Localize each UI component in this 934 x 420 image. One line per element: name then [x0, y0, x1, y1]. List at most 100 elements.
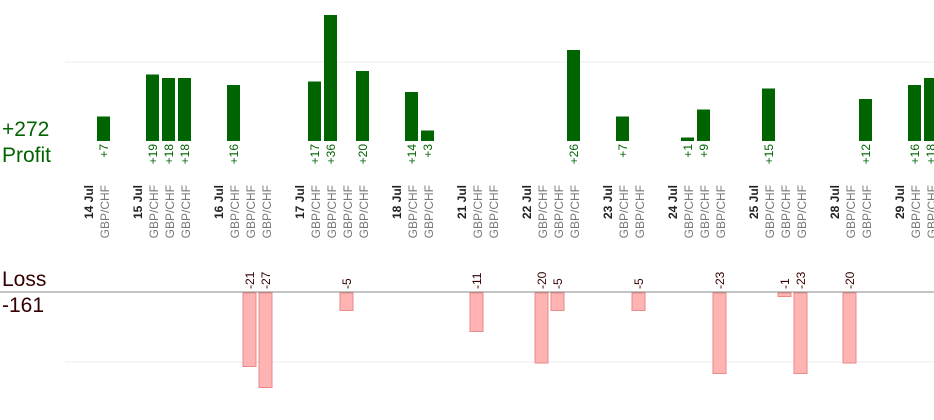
date-label: 16 Jul: [212, 185, 226, 219]
pair-label: GBP/CHF: [763, 185, 777, 238]
date-label: 15 Jul: [131, 185, 145, 219]
profit-bar: [178, 78, 191, 141]
loss-bar: [631, 292, 646, 311]
pair-label: GBP/CHF: [633, 185, 647, 238]
date-label: 18 Jul: [390, 185, 404, 219]
profit-value-label: +20: [356, 144, 370, 165]
pair-label: GBP/CHF: [860, 185, 874, 238]
profit-bar: [162, 78, 175, 141]
pair-label: GBP/CHF: [147, 185, 161, 238]
pair-label: GBP/CHF: [163, 185, 177, 238]
axis-labels: 14 Jul GBP/CHF+715 Jul GBP/CHF+19GBP/CHF+1…: [82, 144, 934, 289]
profit-bar: [697, 109, 710, 141]
profit-value-label: +12: [859, 144, 873, 165]
profit-label: Profit: [2, 144, 52, 167]
pair-label: GBP/CHF: [309, 185, 323, 238]
profit-bar: [146, 74, 159, 141]
profit-bar: [405, 92, 418, 141]
pair-label: GBP/CHF: [357, 185, 371, 238]
pair-label: GBP/CHF: [260, 185, 274, 238]
loss-value-label: -1: [778, 278, 792, 289]
date-label: 25 Jul: [747, 185, 761, 219]
profit-bar: [356, 71, 369, 141]
profit-value-label: +16: [908, 144, 922, 165]
pair-label: GBP/CHF: [714, 185, 728, 238]
loss-bar: [339, 292, 354, 311]
pair-label: GBP/CHF: [422, 185, 436, 238]
grid-lines: [0, 61, 934, 363]
profit-value-label: +9: [697, 144, 711, 158]
pair-label: GBP/CHF: [98, 185, 112, 238]
pair-label: GBP/CHF: [909, 185, 923, 238]
pair-label: GBP/CHF: [471, 185, 485, 238]
loss-label: Loss: [2, 268, 47, 291]
loss-bar: [258, 292, 273, 388]
profit-value-label: +19: [146, 144, 160, 165]
pair-label: GBP/CHF: [179, 185, 193, 238]
loss-bar: [793, 292, 808, 374]
pair-label: GBP/CHF: [487, 185, 501, 238]
loss-bar: [550, 292, 565, 311]
profit-bar: [324, 15, 337, 141]
loss-bar: [242, 292, 257, 367]
pair-label: GBP/CHF: [228, 185, 242, 238]
loss-value-label: -21: [243, 271, 257, 289]
loss-value-label: -20: [535, 271, 549, 289]
profit-bar: [97, 116, 110, 141]
profit-value-label: +36: [324, 144, 338, 165]
pair-label: GBP/CHF: [698, 185, 712, 238]
profit-value-label: +18: [924, 144, 934, 165]
date-label: 14 Jul: [82, 185, 96, 219]
profit-bar: [859, 99, 872, 141]
profit-value-label: +26: [567, 144, 581, 165]
loss-bar: [534, 292, 549, 364]
profit-value-label: +17: [308, 144, 322, 165]
pair-label: GBP/CHF: [617, 185, 631, 238]
profit-bar: [762, 88, 775, 141]
loss-value-label: -20: [843, 271, 857, 289]
date-label: 24 Jul: [666, 185, 680, 219]
trade-bars: [97, 15, 934, 388]
profit-bar: [567, 50, 580, 141]
profit-bar: [681, 137, 694, 141]
date-label: 22 Jul: [520, 185, 534, 219]
loss-value-label: -5: [632, 278, 646, 289]
pair-label: GBP/CHF: [325, 185, 339, 238]
date-label: 21 Jul: [455, 185, 469, 219]
profit-bar: [908, 85, 921, 141]
profit-bar: [421, 130, 434, 141]
loss-bar: [842, 292, 857, 364]
profit-bar: [616, 116, 629, 141]
profit-value-label: +16: [227, 144, 241, 165]
profit-bar: [924, 78, 934, 141]
loss-bar: [469, 292, 484, 332]
pair-label: GBP/CHF: [568, 185, 582, 238]
loss-value-label: -23: [794, 271, 808, 289]
loss-bar: [712, 292, 727, 374]
profit-value-label: +1: [681, 144, 695, 158]
profit-value-label: +15: [762, 144, 776, 165]
loss-value-label: -5: [340, 278, 354, 289]
loss-value-label: -5: [551, 278, 565, 289]
date-label: 17 Jul: [293, 185, 307, 219]
pair-label: GBP/CHF: [795, 185, 809, 238]
profit-value-label: +14: [405, 144, 419, 165]
loss-total: -161: [2, 294, 45, 317]
profit-value-label: +18: [178, 144, 192, 165]
profit-value-label: +7: [97, 144, 111, 158]
date-label: 23 Jul: [601, 185, 615, 219]
date-label: 29 Jul: [893, 185, 907, 219]
pair-label: GBP/CHF: [844, 185, 858, 238]
loss-value-label: -27: [259, 271, 273, 289]
pair-label: GBP/CHF: [341, 185, 355, 238]
pair-label: GBP/CHF: [682, 185, 696, 238]
pair-label: GBP/CHF: [536, 185, 550, 238]
loss-bar: [777, 292, 792, 297]
profit-value-label: +3: [421, 144, 435, 158]
pair-label: GBP/CHF: [552, 185, 566, 238]
pair-label: GBP/CHF: [925, 185, 934, 238]
profit-value-label: +7: [616, 144, 630, 158]
profit-value-label: +18: [162, 144, 176, 165]
profit-bar: [308, 81, 321, 141]
